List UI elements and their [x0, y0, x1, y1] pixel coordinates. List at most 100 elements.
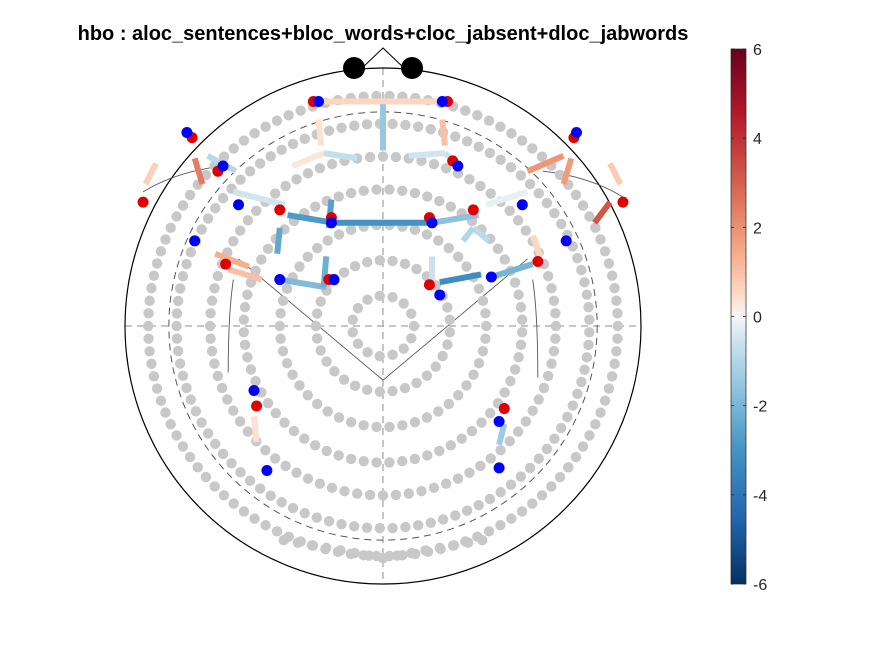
montage-dot [495, 444, 506, 456]
source-optode [274, 204, 286, 216]
montage-dot [509, 364, 521, 375]
montage-dot [453, 251, 464, 262]
montage-dot [483, 115, 495, 126]
montage-dot [400, 521, 411, 533]
montage-dot [462, 537, 474, 548]
montage-dot [302, 168, 314, 179]
montage-dot [541, 197, 553, 209]
montage-dot [249, 513, 260, 524]
montage-dot [536, 490, 548, 501]
montage-dot [326, 158, 338, 170]
montage-dot [387, 255, 398, 267]
montage-dot [515, 170, 526, 181]
montage-dot [411, 377, 422, 389]
montage-dot [606, 371, 618, 382]
left-nasion-marker [343, 57, 365, 79]
channel-line [439, 271, 482, 286]
montage-dot [347, 314, 358, 325]
channel-line [460, 226, 476, 243]
montage-dot [387, 118, 398, 130]
montage-dot [477, 534, 488, 546]
montage-dot [209, 358, 220, 369]
montage-dot [612, 320, 623, 332]
montage-dot [349, 521, 360, 532]
montage-dot [242, 426, 254, 437]
montage-dot [579, 364, 590, 375]
montage-dot [550, 320, 562, 332]
montage-dot [238, 135, 250, 146]
montage-dot [184, 451, 196, 463]
montage-dot [345, 187, 357, 199]
montage-dot [520, 416, 532, 427]
montage-dot [280, 180, 291, 192]
montage-dot [349, 261, 361, 272]
montage-dot [495, 154, 506, 166]
montage-dot [345, 224, 357, 236]
montage-dot [361, 256, 373, 268]
montage-dot [556, 422, 567, 434]
montage-dot [480, 308, 491, 319]
montage-dot [235, 174, 246, 185]
montage-dot [181, 258, 192, 270]
montage-dot [495, 486, 506, 498]
montage-dot [445, 440, 456, 451]
montage-dot [450, 510, 461, 521]
montage-dot [358, 185, 369, 196]
montage-dot [358, 456, 369, 467]
montage-dot [377, 490, 389, 501]
montage-dot [603, 383, 615, 394]
montage-dot [171, 320, 182, 332]
montage-dot [144, 295, 155, 306]
montage-dot [251, 205, 262, 216]
montage-dot [321, 542, 332, 554]
montage-dot [533, 188, 544, 199]
montage-dot [171, 430, 182, 441]
montage-dot [612, 333, 623, 344]
montage-dot [577, 200, 589, 211]
montage-dot [361, 384, 373, 396]
montage-dot [322, 235, 333, 246]
montage-dot [315, 296, 326, 307]
montage-dot [443, 242, 454, 254]
montage-dot [371, 421, 382, 433]
source-optode [532, 256, 544, 267]
colorbar-tick-label: 2 [753, 220, 762, 237]
montage-dot [314, 478, 326, 489]
montage-dot [450, 131, 461, 142]
montage-dot [516, 135, 528, 146]
montage-dot [484, 493, 496, 505]
montage-dot [281, 283, 293, 294]
montage-dot [421, 229, 433, 240]
montage-dot [464, 174, 475, 185]
montage-dot [584, 314, 595, 325]
montage-dot [609, 358, 620, 370]
source-optode [251, 400, 263, 412]
detector-optode [560, 235, 572, 247]
montage-dot [171, 211, 182, 222]
montage-dot [249, 128, 260, 139]
montage-dot [196, 417, 207, 428]
montage-dot [473, 141, 484, 152]
montage-dot [292, 537, 304, 548]
montage-dot [516, 506, 528, 517]
montage-dot [599, 246, 611, 257]
montage-dot [595, 234, 606, 245]
montage-dot [384, 457, 395, 468]
montage-dot [143, 308, 154, 319]
montage-dot [515, 471, 526, 482]
montage-dot [464, 467, 475, 478]
montage-dot [572, 252, 583, 264]
montage-dot [452, 473, 464, 484]
montage-dot [485, 188, 496, 199]
montage-dot [409, 224, 421, 236]
channel-line [315, 119, 325, 146]
montage-dot [483, 526, 495, 537]
montage-dot [400, 119, 411, 131]
montage-dot [254, 483, 266, 494]
montage-dot [349, 547, 360, 559]
channel-line [607, 162, 624, 186]
montage-dot [228, 143, 239, 154]
montage-dot [505, 162, 517, 173]
montage-dot [326, 482, 338, 494]
